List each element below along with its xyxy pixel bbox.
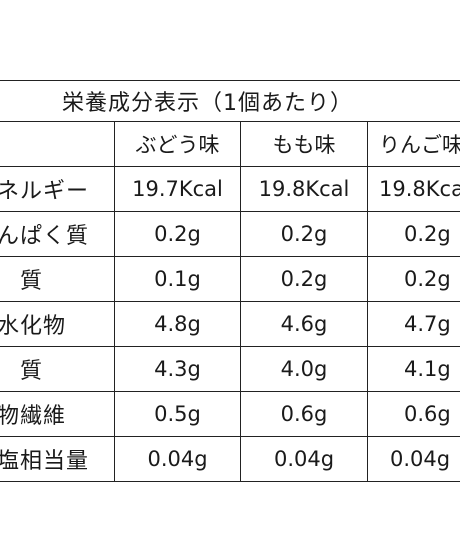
value-cell: 4.8g: [114, 302, 240, 346]
table-row-carbohydrate: 炭水化物 4.8g 4.6g 4.7g: [0, 302, 460, 347]
value-cell: 0.2g: [367, 257, 460, 301]
value-cell: 0.04g: [240, 437, 367, 481]
value-cell: 4.1g: [367, 347, 460, 391]
table-title: 栄養成分表示（1個あたり）: [0, 81, 460, 122]
row-label: たんぱく質: [0, 224, 90, 249]
value-cell: 0.2g: [114, 212, 240, 256]
table-row-fiber: 食物繊維 0.5g 0.6g 0.6g: [0, 392, 460, 437]
value-cell: 0.2g: [240, 212, 367, 256]
column-header-grape: ぶどう味: [114, 122, 240, 166]
value-cell: 0.6g: [240, 392, 367, 436]
value-cell: 0.2g: [367, 212, 460, 256]
value-cell: 19.8Kcal: [367, 167, 460, 211]
value-cell: 4.6g: [240, 302, 367, 346]
value-cell: 4.3g: [114, 347, 240, 391]
value-cell: 19.8Kcal: [240, 167, 367, 211]
table-row-salt: 食塩相当量 0.04g 0.04g 0.04g: [0, 437, 460, 481]
value-cell: 19.7Kcal: [114, 167, 240, 211]
table-row-protein: たんぱく質 0.2g 0.2g 0.2g: [0, 212, 460, 257]
value-cell: 0.1g: [114, 257, 240, 301]
row-label: 食物繊維: [0, 404, 67, 429]
header-row: ぶどう味 もも味 りんご味: [0, 122, 460, 167]
nutrition-table: 栄養成分表示（1個あたり） ぶどう味 もも味 りんご味 エネルギー 19.7Kc…: [0, 80, 460, 482]
table-row-energy: エネルギー 19.7Kcal 19.8Kcal 19.8Kcal: [0, 167, 460, 212]
value-cell: 4.0g: [240, 347, 367, 391]
value-cell: 0.2g: [240, 257, 367, 301]
row-label: エネルギー: [0, 179, 90, 204]
table-row-sugar: 糖 質 4.3g 4.0g 4.1g: [0, 347, 460, 392]
table-row-fat: 脂 質 0.1g 0.2g 0.2g: [0, 257, 460, 302]
column-header-peach: もも味: [240, 122, 367, 166]
row-label: 脂 質: [0, 269, 44, 294]
header-empty-cell: [0, 122, 114, 166]
value-cell: 0.5g: [114, 392, 240, 436]
value-cell: 0.6g: [367, 392, 460, 436]
value-cell: 4.7g: [367, 302, 460, 346]
row-label: 糖 質: [0, 359, 44, 384]
value-cell: 0.04g: [367, 437, 460, 481]
column-header-apple: りんご味: [367, 122, 460, 166]
row-label: 炭水化物: [0, 314, 67, 339]
value-cell: 0.04g: [114, 437, 240, 481]
row-label: 食塩相当量: [0, 449, 90, 474]
